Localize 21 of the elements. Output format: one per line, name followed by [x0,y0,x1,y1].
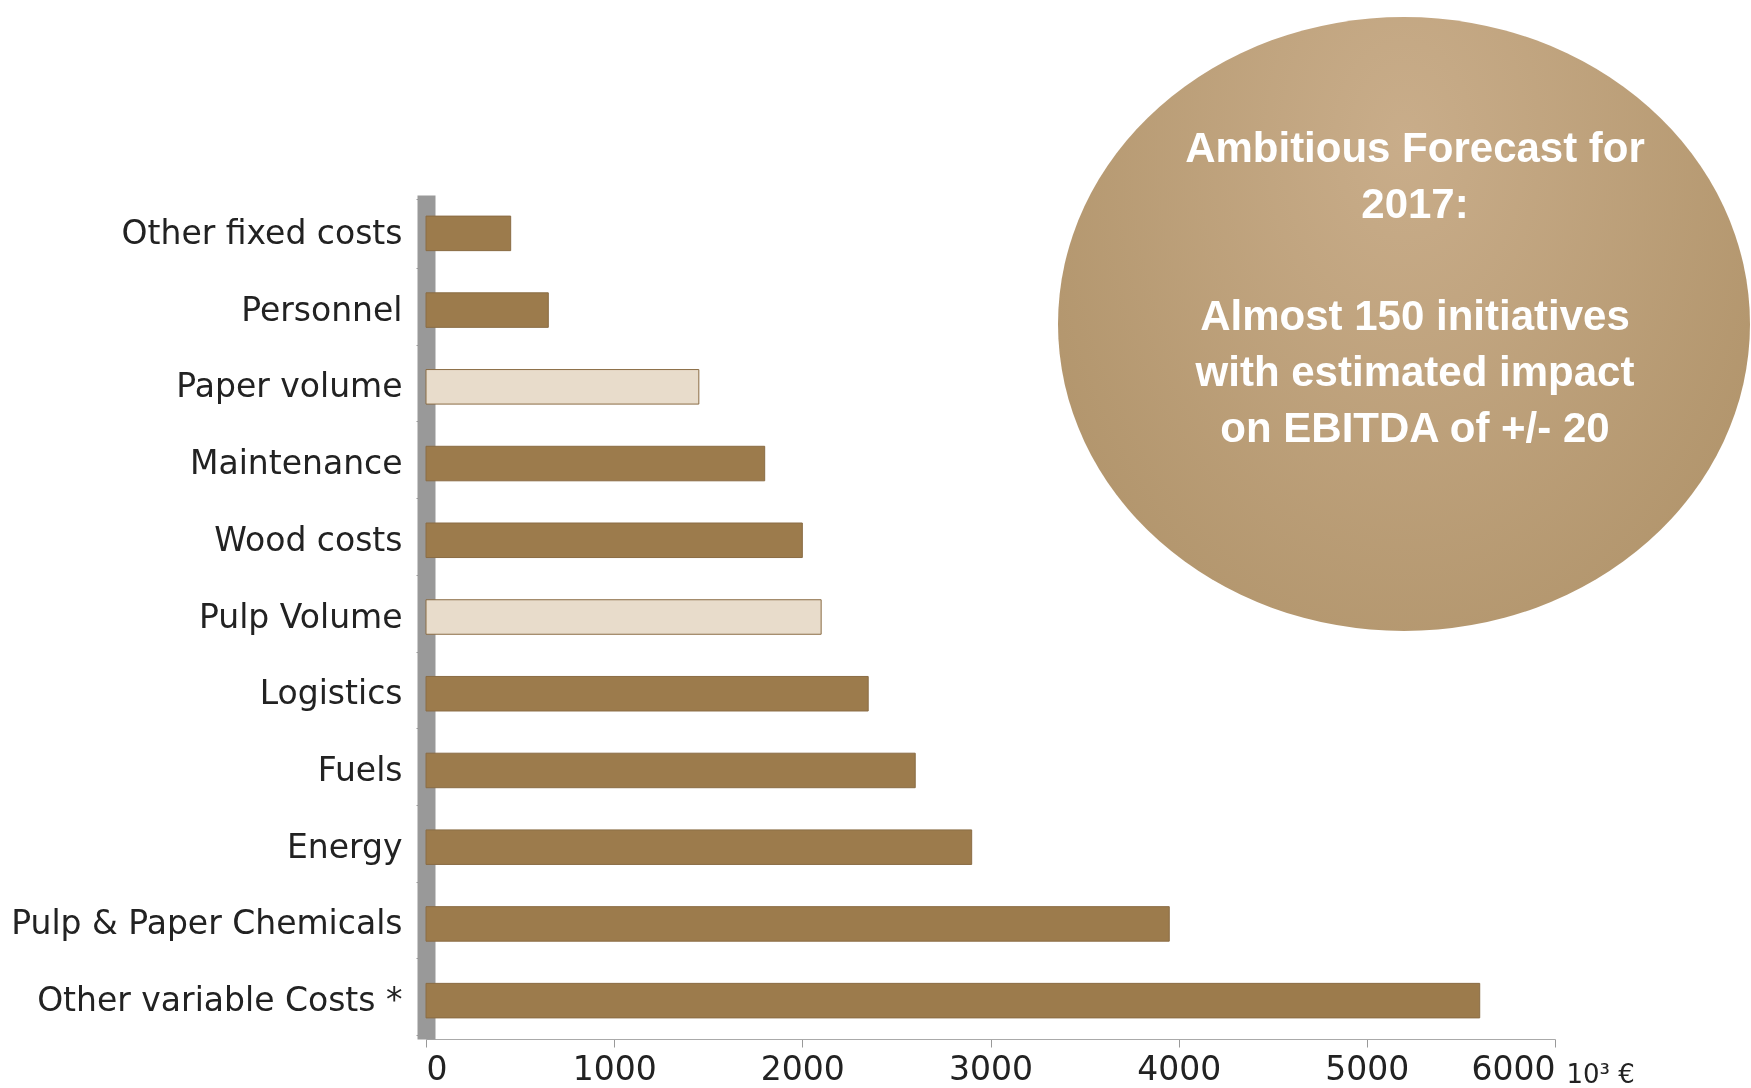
annotation: Almost 150 initiatives with estimated impact on EBITDA of +/- 20 [1194,291,1636,453]
x-tick-label: 2000 [760,1048,845,1088]
y-tick-label: Paper volume [176,366,403,406]
x-tick-label: 5000 [1325,1048,1410,1088]
x-tick-label: 6000 [1471,1048,1556,1088]
x-tick-label: 3000 [949,1048,1033,1088]
y-tick-label: Logistics [259,673,403,713]
x-axis-title: 10³ € [1566,1058,1635,1088]
x-tick-label: 1000 [572,1048,657,1088]
y-tick-label: Fuels [317,749,403,789]
x-tick-label: 0 [426,1048,448,1088]
y-tick-label: Pulp & Paper Chemicals [11,903,403,943]
y-tick-label: Personnel [241,289,403,329]
y-tick-label: Energy [286,826,403,866]
y-tick-label: Pulp Volume [198,596,403,636]
x-tick-label: 4000 [1137,1048,1222,1088]
annotation: Ambitious Forecast for 2017: [1184,123,1646,229]
y-tick-label: Maintenance [189,443,403,483]
y-tick-label: Wood costs [214,519,403,559]
y-tick-label: Other fixed costs [121,212,403,252]
y-tick-label: Other variable Costs * [37,980,403,1020]
